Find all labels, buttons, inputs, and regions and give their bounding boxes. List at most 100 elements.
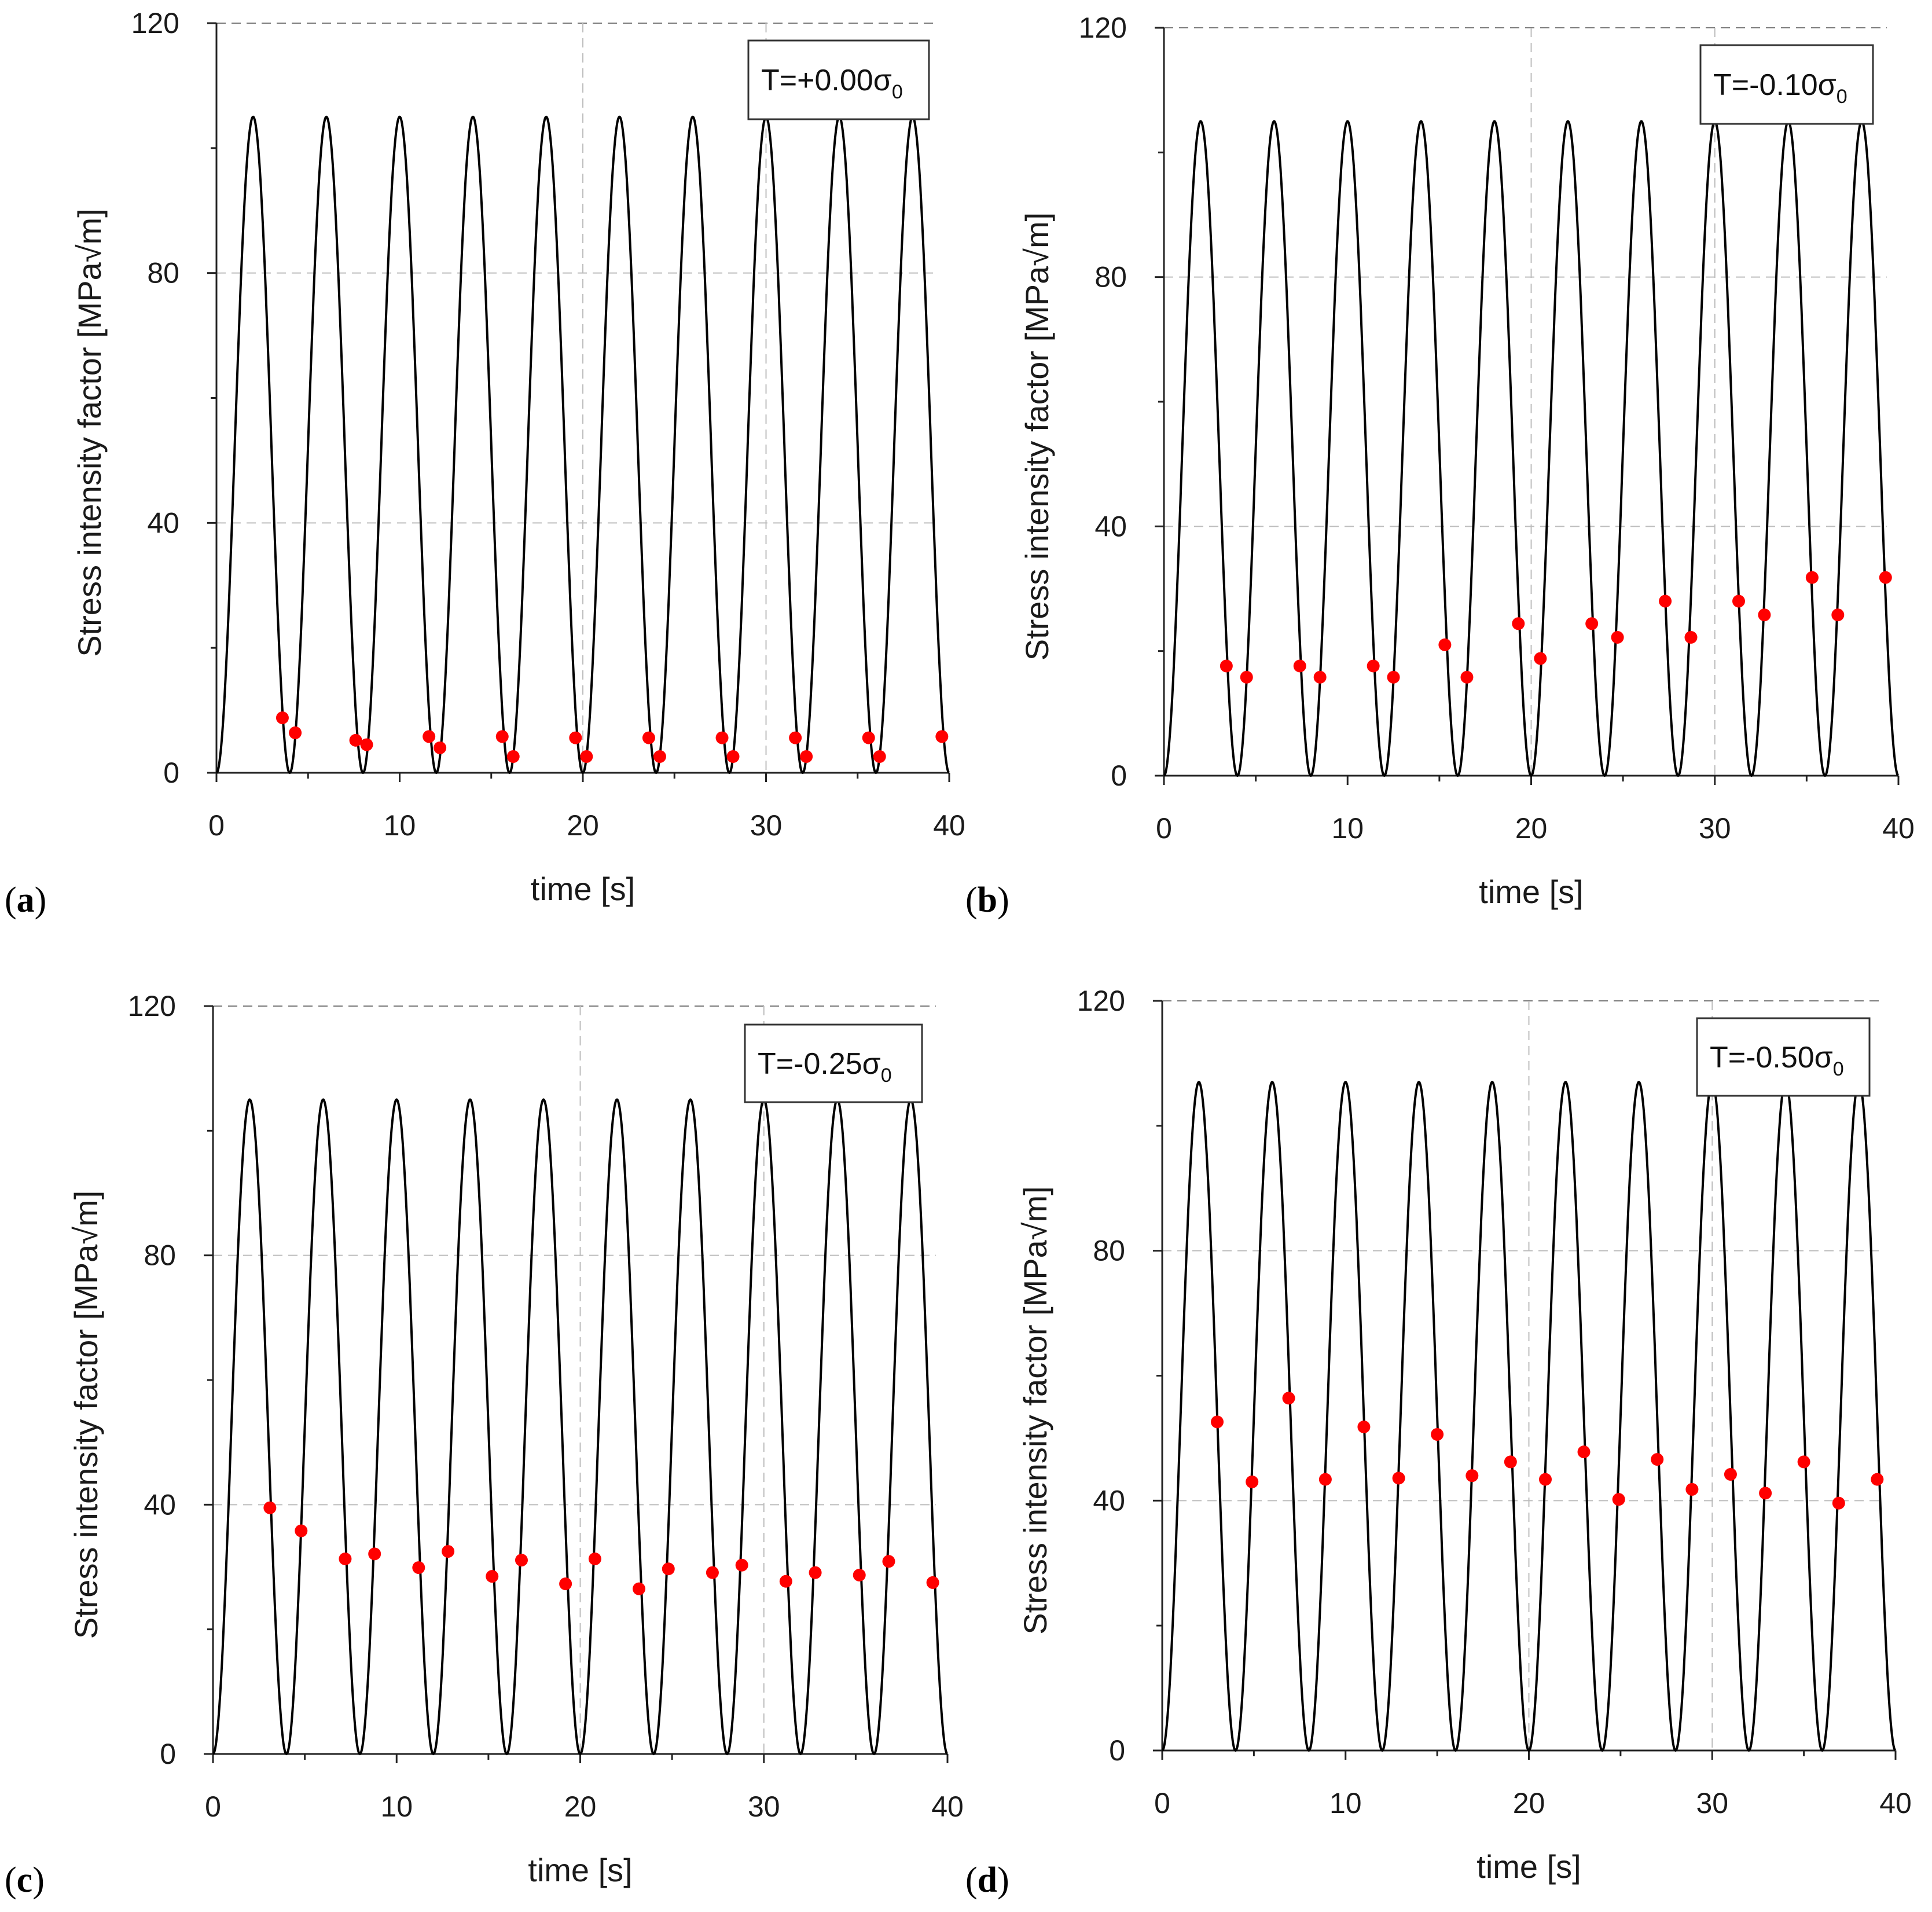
y-tick-label: 0 [1109,1734,1125,1767]
data-point [706,1566,719,1579]
panel-label: (d) [965,1860,1009,1900]
data-point [580,750,593,763]
data-point [442,1545,455,1558]
annotation-box [744,1023,923,1103]
y-axis-title: Stress intensity factor [MPa√m] [1019,212,1055,661]
x-tick-label: 30 [1696,1787,1728,1819]
data-point [642,731,655,744]
data-point [1732,594,1745,608]
x-tick-label: 40 [1879,1787,1912,1819]
x-tick-label: 40 [933,809,965,842]
data-point [1357,1420,1371,1433]
sif-curve [216,115,950,775]
y-tick-label: 120 [128,990,176,1022]
x-tick-label: 20 [1515,812,1548,845]
data-point [726,750,740,763]
annotation-box [1696,1017,1871,1097]
data-point [506,750,520,763]
y-tick-label: 120 [1079,12,1127,44]
data-point [486,1570,499,1583]
panel-label: (c) [5,1860,45,1900]
data-point [779,1575,792,1588]
data-point [1313,670,1327,684]
y-tick-label: 120 [131,7,179,39]
x-axis-title: time [s] [1476,1848,1581,1885]
data-point [809,1566,822,1579]
x-tick-label: 0 [208,809,225,842]
data-point [1392,1471,1405,1485]
panel-c: 0 40 80 120 0 10 20 30 40 time [s] Stress intensit… [5,990,964,1900]
data-point [1797,1455,1810,1469]
data-point [1759,1487,1772,1500]
panel-b: 0 40 80 120 0 10 20 30 40 time [s] Stress intensit… [965,12,1915,920]
x-tick-label: 30 [748,1790,780,1823]
y-axis-title: Stress intensity factor [MPa√m] [71,208,108,657]
data-point [368,1547,381,1561]
data-point [735,1558,748,1572]
data-point [360,738,373,751]
data-point [1438,638,1452,651]
data-point [662,1562,675,1576]
data-point [1367,659,1380,673]
data-point [1871,1473,1884,1486]
data-point [800,750,813,763]
y-tick-label: 0 [163,757,179,789]
x-tick-label: 40 [1882,812,1915,845]
annotation-text: T=-0.50σ0 [1710,1041,1844,1080]
data-point [349,733,362,747]
y-tick-label: 40 [147,507,179,539]
data-point [412,1561,425,1575]
x-tick-label: 10 [1329,1787,1362,1819]
data-point [559,1577,572,1591]
panel-label: (b) [965,880,1009,920]
data-point [633,1582,646,1595]
y-tick-label: 80 [1094,261,1127,293]
panel-d: 0 40 80 120 0 10 20 30 40 time [s] Stress intensit… [965,985,1912,1900]
data-point [926,1576,939,1589]
x-tick-label: 30 [1699,812,1731,845]
data-point [935,730,949,743]
x-tick-label: 10 [380,1790,413,1823]
annotation-text: T=+0.00σ0 [761,64,903,103]
data-point [1240,670,1253,684]
data-point [569,731,582,744]
data-point [853,1568,866,1581]
data-point [1318,1473,1332,1486]
y-tick-label: 40 [1093,1484,1125,1517]
x-tick-label: 0 [205,1790,221,1823]
data-point [1293,659,1306,673]
x-tick-label: 10 [384,809,416,842]
data-point [1659,594,1672,608]
annotation-box [1699,44,1874,125]
data-point [1282,1392,1295,1405]
data-point [1431,1427,1444,1441]
data-point [515,1554,528,1567]
panel-label: (a) [5,880,46,920]
data-point [263,1501,277,1514]
data-point [1685,1482,1699,1496]
data-point [339,1553,352,1566]
y-axis-title: Stress intensity factor [MPa√m] [1017,1186,1053,1635]
data-point [1832,1496,1845,1510]
y-tick-label: 0 [1111,759,1127,792]
data-point [1805,571,1819,584]
sif-curve [212,1098,948,1756]
y-axis-title: Stress intensity factor [MPa√m] [68,1191,104,1639]
data-point [873,750,886,763]
data-point [1220,659,1233,673]
data-point [653,750,666,763]
data-point [588,1553,601,1566]
annotation-box [747,39,930,120]
data-point [1504,1455,1517,1469]
x-tick-label: 30 [750,809,783,842]
data-point [1211,1415,1224,1429]
data-point [289,726,302,739]
y-tick-label: 40 [1094,510,1127,542]
data-point [1612,1493,1625,1506]
data-point [1758,608,1771,622]
data-point [276,711,289,725]
data-point [495,730,509,743]
data-point [1879,571,1892,584]
y-tick-label: 0 [160,1738,176,1770]
data-point [1539,1473,1552,1486]
